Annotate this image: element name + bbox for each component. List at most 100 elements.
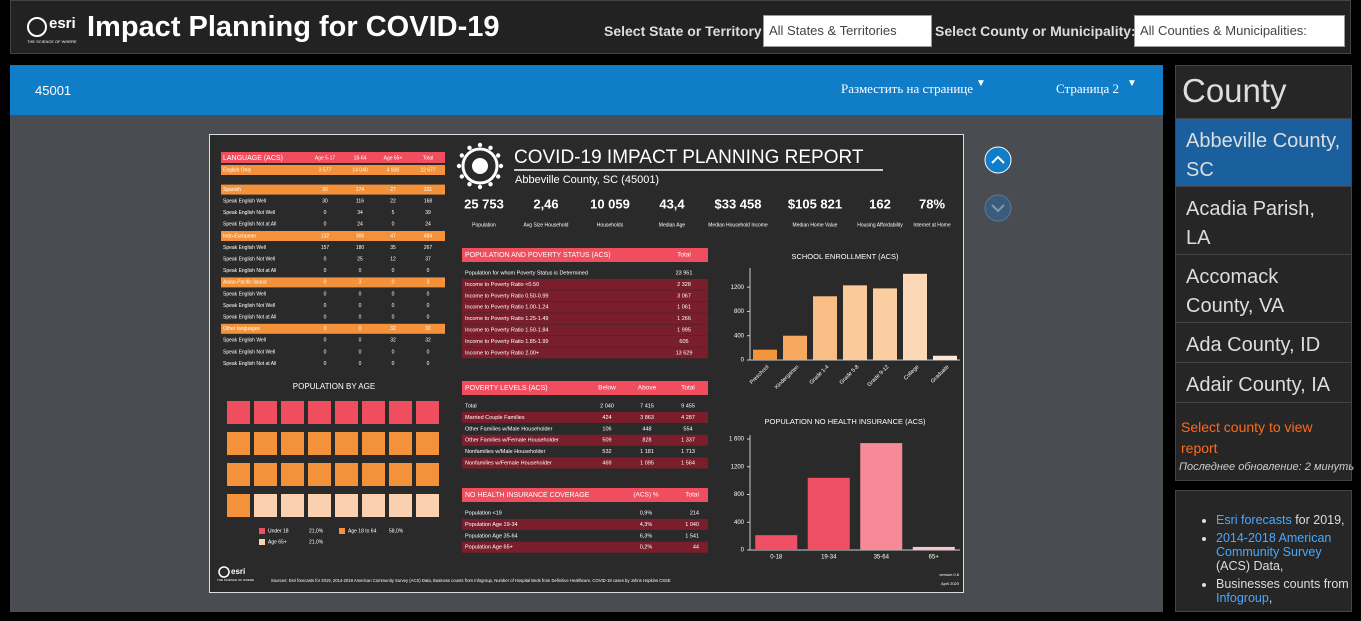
bar xyxy=(933,355,957,360)
stat-value: 2,46 xyxy=(533,196,558,211)
source: Esri forecasts for 2019, xyxy=(1216,513,1351,527)
county-item[interactable]: Acadia Parish, LA xyxy=(1176,187,1351,255)
logo-core xyxy=(472,158,488,174)
layout-menu[interactable]: Разместить на странице xyxy=(841,81,974,96)
cell: 4 930 xyxy=(387,167,400,173)
link[interactable]: Infogroup xyxy=(1216,591,1269,605)
cell: 0 xyxy=(392,361,395,367)
cell: 1 095 xyxy=(640,460,654,466)
table-header xyxy=(462,381,708,395)
cell: 828 xyxy=(642,438,651,444)
header-cell: (ACS) % xyxy=(633,492,659,499)
waffle-square xyxy=(416,401,439,424)
cell: 12 xyxy=(390,257,396,263)
cell: 1 266 xyxy=(677,316,691,322)
cell: Income to Poverty Ratio 1.85-1.99 xyxy=(465,339,548,345)
cell: 0 xyxy=(359,291,362,297)
bar xyxy=(903,273,927,360)
cell: 35 xyxy=(390,245,396,251)
cell: 0 xyxy=(392,268,395,274)
stat-value: $33 458 xyxy=(715,196,762,211)
prev-page[interactable] xyxy=(984,146,1012,174)
cell: 1 713 xyxy=(681,449,695,455)
y-tick-label: 0 xyxy=(741,358,745,364)
footer-logo-text: esri xyxy=(231,567,245,576)
cell: 1 061 xyxy=(677,305,691,311)
county-label: Select County or Municipality: xyxy=(935,23,1136,39)
cell: Speak English Not Well xyxy=(223,303,275,309)
legend-value: 58,0% xyxy=(389,528,404,534)
cell: 0 xyxy=(427,361,430,367)
cell: 39 xyxy=(425,210,431,216)
cell: Indo-European xyxy=(223,233,256,239)
x-tick-label: 65+ xyxy=(929,555,940,561)
cell: 0 xyxy=(359,326,362,332)
county-select[interactable]: All Counties & Municipalities: xyxy=(1134,15,1345,47)
report: LANGUAGE (ACS) Age 5-17 18-64 Age 65+ Total E… xyxy=(209,134,964,593)
cell: 0 xyxy=(392,291,395,297)
group-row xyxy=(221,323,445,334)
chart-title: SCHOOL ENROLLMENT (ACS) xyxy=(791,252,899,261)
caret: ▼ xyxy=(1127,78,1137,89)
state-select[interactable]: All States & Territories xyxy=(763,15,932,47)
header-cell: Below xyxy=(598,385,616,392)
waffle-square xyxy=(308,494,331,517)
next-page[interactable] xyxy=(984,194,1012,222)
updated: Последнее обновление: 2 минуть xyxy=(1179,461,1355,473)
cell: 132 xyxy=(321,233,330,239)
cell: Other Families w/Male Householder xyxy=(465,426,553,432)
cell: Speak English Well xyxy=(223,291,266,297)
waffle-square xyxy=(254,432,277,455)
county-item[interactable]: Accomack County, VA xyxy=(1176,255,1351,323)
bar xyxy=(783,335,807,360)
waffle-square xyxy=(254,401,277,424)
cell: 25 xyxy=(357,257,363,263)
cell: 0 xyxy=(392,315,395,321)
legend-swatch xyxy=(259,528,265,534)
y-tick-label: 0 xyxy=(741,548,745,554)
cell: Population Age 19-34 xyxy=(465,522,518,528)
row-bg xyxy=(462,301,708,313)
cell: Income to Poverty Ratio 1.00-1.24 xyxy=(465,305,548,311)
cell: 1 995 xyxy=(677,327,691,333)
cell: 0 xyxy=(359,361,362,367)
footer-logo-sub: THE SCIENCE OF WHERE xyxy=(217,578,254,582)
bar xyxy=(755,535,798,550)
section-title: POPULATION BY AGE xyxy=(293,382,375,391)
page-menu[interactable]: Страница 2 xyxy=(1056,81,1120,96)
stat-value: $105 821 xyxy=(788,196,842,211)
cell: 168 xyxy=(424,199,433,205)
county-item[interactable]: Abbeville County, SC xyxy=(1176,119,1351,187)
sources-panel: Esri forecasts for 2019, 2014-2018 Ameri… xyxy=(1175,490,1352,612)
bar xyxy=(912,546,955,550)
cell: 3 067 xyxy=(677,293,691,299)
date: April 2020 xyxy=(941,581,960,586)
stat-label: Population xyxy=(472,222,496,228)
link[interactable]: Esri forecasts xyxy=(1216,513,1292,527)
cell: 0 xyxy=(359,268,362,274)
logo-dot xyxy=(459,174,465,179)
chart-title: POPULATION NO HEALTH INSURANCE (ACS) xyxy=(765,417,926,426)
waffle-square xyxy=(308,463,331,486)
logo-dot xyxy=(495,174,501,179)
y-tick-label: 400 xyxy=(734,333,745,339)
y-tick-label: 400 xyxy=(734,520,745,526)
county-item[interactable]: Adair County, IA xyxy=(1176,363,1351,403)
cell: Population <19 xyxy=(465,510,502,516)
cell: 484 xyxy=(424,233,433,239)
cell: 509 xyxy=(602,438,611,444)
waffle-square xyxy=(362,463,385,486)
bar xyxy=(873,288,897,360)
link[interactable]: 2014-2018 American Community Survey xyxy=(1216,531,1332,559)
cell: 0 xyxy=(392,222,395,228)
bar xyxy=(860,443,903,550)
cell: 0 xyxy=(427,291,430,297)
cell: 3 577 xyxy=(319,167,332,173)
y-tick-label: 800 xyxy=(734,309,745,315)
logo-dot xyxy=(477,184,483,190)
logo-dot xyxy=(495,153,501,158)
county-item[interactable]: Ada County, ID xyxy=(1176,323,1351,363)
logo-dot xyxy=(459,153,465,158)
y-tick-label: 1200 xyxy=(731,464,745,470)
cell: Population Age 35-64 xyxy=(465,533,518,539)
